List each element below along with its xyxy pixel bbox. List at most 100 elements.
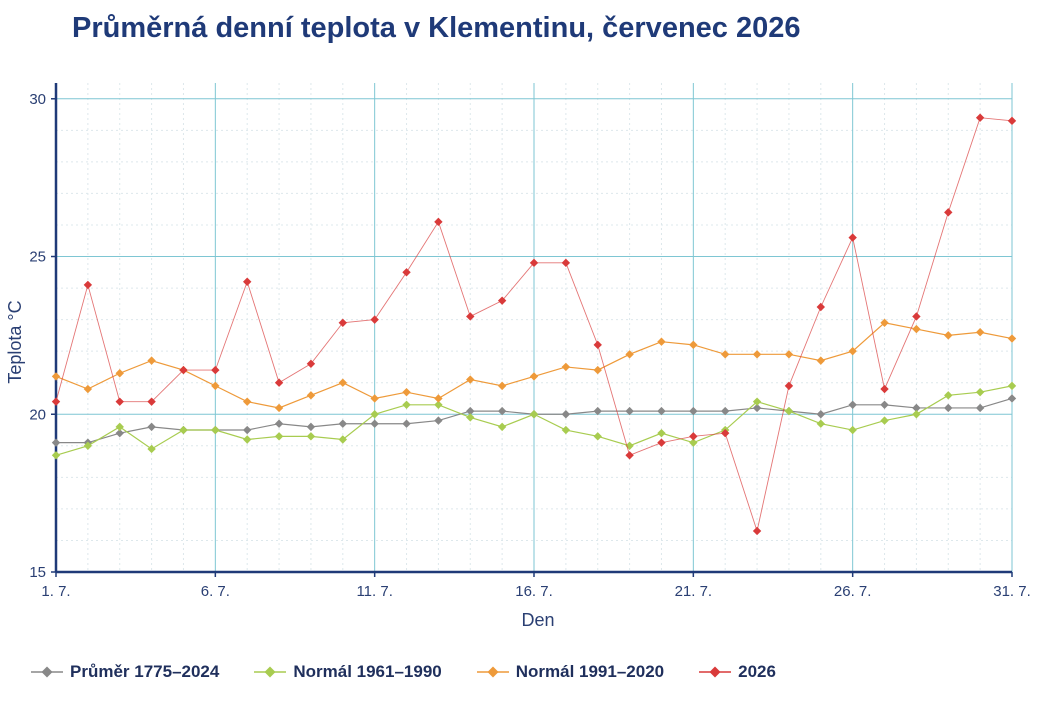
data-point (880, 416, 889, 425)
data-point (975, 328, 985, 337)
data-point (370, 315, 379, 324)
data-point (370, 419, 379, 428)
data-point (370, 394, 379, 403)
data-point (338, 378, 347, 387)
data-point (402, 400, 411, 409)
data-point (497, 381, 507, 391)
legend-label: Průměr 1775–2024 (70, 662, 220, 681)
data-point (912, 324, 921, 334)
data-point (147, 356, 156, 365)
data-point (689, 340, 698, 350)
data-point (83, 280, 93, 290)
series-layer (51, 113, 1017, 536)
x-tick-label: 16. 7. (515, 583, 553, 600)
legend-item[interactable]: Průměr 1775–2024 (30, 662, 219, 682)
data-point (593, 365, 602, 375)
data-point (243, 435, 252, 444)
data-point (274, 432, 284, 441)
x-tick-label: 6. 7. (201, 583, 230, 600)
data-point (721, 428, 730, 438)
data-point (784, 350, 794, 359)
data-point (402, 268, 411, 277)
chart-title: Průměrná denní teplota v Klementinu, čer… (72, 12, 801, 44)
data-point (816, 356, 825, 365)
data-point (975, 387, 985, 397)
data-point (752, 397, 762, 406)
data-point (306, 422, 316, 432)
data-point (51, 372, 61, 381)
data-point (147, 397, 156, 406)
legend-swatch-marker (264, 666, 276, 678)
data-point (497, 422, 507, 432)
tick-labels: 1. 7. 6. 7. 11. 7. 16. 7. 21. 7. 26. 7. 31. 7.… (29, 91, 1030, 600)
data-point (816, 302, 825, 312)
data-point (338, 419, 347, 428)
data-point (274, 403, 284, 413)
data-point (83, 441, 93, 451)
data-point (816, 419, 825, 428)
data-point (944, 331, 953, 340)
data-point (721, 350, 730, 359)
data-point (211, 381, 220, 391)
data-point (243, 425, 252, 435)
data-point (243, 397, 252, 406)
legend-swatch (476, 666, 509, 678)
data-point (1007, 394, 1017, 403)
data-point (848, 400, 857, 409)
x-tick-label: 26. 7. (834, 583, 872, 600)
x-tick-label: 1. 7. (41, 583, 70, 600)
data-point (115, 369, 124, 378)
data-point (1007, 381, 1017, 391)
data-point (561, 425, 571, 435)
axes (51, 83, 1013, 577)
data-point (593, 406, 602, 416)
data-point (625, 451, 634, 460)
data-point (784, 381, 794, 391)
data-point (51, 438, 61, 447)
data-point (306, 359, 316, 368)
legend-swatch (31, 666, 63, 678)
data-point (912, 410, 921, 419)
data-point (306, 391, 316, 400)
data-point (466, 413, 475, 422)
data-point (975, 113, 985, 122)
data-point (912, 312, 921, 321)
data-point (880, 400, 889, 409)
x-axis-title: Den (521, 610, 554, 630)
data-point (497, 296, 507, 305)
legend-item[interactable]: Normál 1991–2020 (476, 662, 664, 682)
data-point (561, 410, 571, 419)
legend-item[interactable]: Normál 1961–1990 (253, 662, 442, 682)
data-point (944, 403, 953, 413)
data-point (179, 365, 188, 375)
data-point (912, 403, 921, 413)
legend-swatch-marker (41, 666, 53, 678)
data-point (338, 435, 347, 444)
data-point (466, 375, 475, 384)
data-point (306, 432, 316, 441)
legend-swatch (254, 666, 287, 678)
data-point (529, 372, 539, 381)
data-point (657, 438, 666, 447)
data-point (689, 438, 698, 447)
data-point (434, 394, 443, 403)
data-point (434, 400, 443, 409)
legend-label: Normál 1961–1990 (293, 662, 442, 681)
data-point (1007, 116, 1017, 126)
major-grid (56, 83, 1013, 572)
data-point (848, 233, 857, 242)
data-point (752, 526, 762, 536)
x-tick-label: 11. 7. (356, 583, 392, 600)
legend-swatch-marker (487, 666, 499, 678)
data-point (880, 384, 889, 394)
data-point (657, 428, 666, 438)
series-3 (51, 318, 1017, 413)
legend-item[interactable]: 2026 (698, 662, 776, 682)
x-tick-label: 21. 7. (675, 583, 713, 600)
data-point (752, 350, 762, 359)
data-point (402, 419, 411, 428)
data-point (115, 397, 124, 406)
data-point (593, 340, 602, 350)
series-4 (51, 113, 1017, 536)
